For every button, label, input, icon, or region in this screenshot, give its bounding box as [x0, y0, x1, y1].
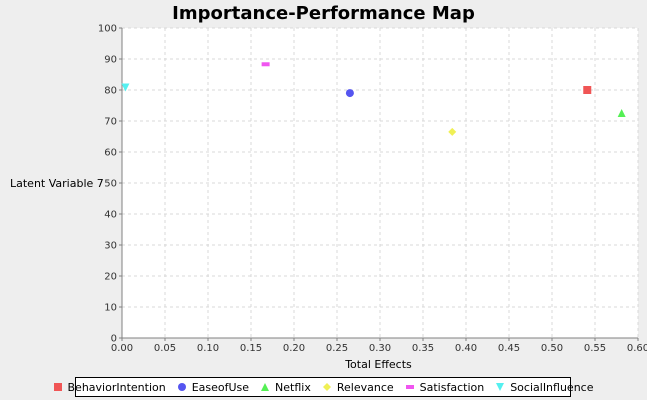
- legend-item-netflix: Netflix: [260, 381, 311, 394]
- legend-marker-circle-icon: [177, 383, 186, 391]
- data-point-socialinfluence: [121, 83, 130, 92]
- y-tick-label: 100: [98, 24, 117, 35]
- x-axis-label: Total Effects: [345, 358, 412, 371]
- x-tick-label: 0.35: [412, 343, 434, 354]
- legend-marker-triangle-down-icon: [496, 383, 505, 391]
- data-point-netflix: [617, 108, 626, 117]
- data-point-easeofuse: [345, 89, 354, 98]
- x-tick-label: 0.10: [197, 343, 219, 354]
- legend-label: Netflix: [275, 380, 311, 394]
- legend: BehaviorIntention EaseofUse Netflix Relevan…: [53, 377, 594, 397]
- y-tick-label: 80: [104, 86, 117, 97]
- x-tick-label: 0.20: [283, 343, 305, 354]
- legend-marker-shape: [405, 385, 414, 389]
- legend-marker-triangle-up-icon: [261, 383, 270, 391]
- data-point-behaviorintention: [583, 86, 592, 94]
- y-tick-label: 90: [104, 55, 117, 66]
- legend-marker-rect-h-icon: [405, 385, 414, 389]
- x-tick-label: 0.30: [369, 343, 391, 354]
- y-tick-label: 0: [111, 334, 117, 345]
- x-tick-label: 0.50: [541, 343, 563, 354]
- legend-item-behaviorintention: BehaviorIntention: [53, 381, 166, 394]
- y-tick-label: 20: [104, 272, 117, 283]
- legend-item-easeofuse: EaseofUse: [177, 381, 249, 394]
- y-tick-label: 50: [104, 179, 117, 190]
- y-tick-label: 30: [104, 241, 117, 252]
- legend-marker-shape: [53, 383, 62, 391]
- legend-marker-shape: [322, 383, 331, 391]
- y-tick-label: 10: [104, 303, 117, 314]
- x-tick-label: 0.15: [240, 343, 262, 354]
- x-tick-label: 0.60: [627, 343, 647, 354]
- legend-item-satisfaction: Satisfaction: [405, 380, 485, 394]
- legend-label: Satisfaction: [419, 380, 485, 394]
- data-point-satisfaction: [261, 62, 270, 67]
- x-tick-label: 0.55: [584, 343, 606, 354]
- data-point-relevance: [448, 127, 457, 136]
- legend-marker-diamond-icon: [322, 383, 331, 391]
- y-axis-label: Latent Variable 7: [10, 177, 104, 190]
- legend-label: BehaviorIntention: [67, 380, 166, 394]
- y-tick-label: 40: [104, 210, 117, 221]
- legend-marker-square-icon: [53, 383, 62, 391]
- legend-marker-shape: [496, 383, 505, 391]
- y-tick-label: 60: [104, 148, 117, 159]
- legend-label: EaseofUse: [191, 380, 250, 394]
- y-tick-label: 70: [104, 117, 117, 128]
- x-tick-label: 0.45: [498, 343, 520, 354]
- legend-marker-shape: [177, 383, 186, 391]
- legend-marker-shape: [261, 383, 270, 391]
- x-tick-label: 0.05: [154, 343, 176, 354]
- legend-item-relevance: Relevance: [322, 381, 394, 394]
- x-tick-label: 0.00: [111, 343, 133, 354]
- legend-label: Relevance: [336, 380, 394, 394]
- legend-label: SocialInfluence: [510, 380, 594, 394]
- legend-item-socialinfluence: SocialInfluence: [495, 380, 594, 394]
- chart-title: Importance-Performance Map: [172, 3, 475, 24]
- x-tick-label: 0.40: [455, 343, 477, 354]
- x-tick-label: 0.25: [326, 343, 348, 354]
